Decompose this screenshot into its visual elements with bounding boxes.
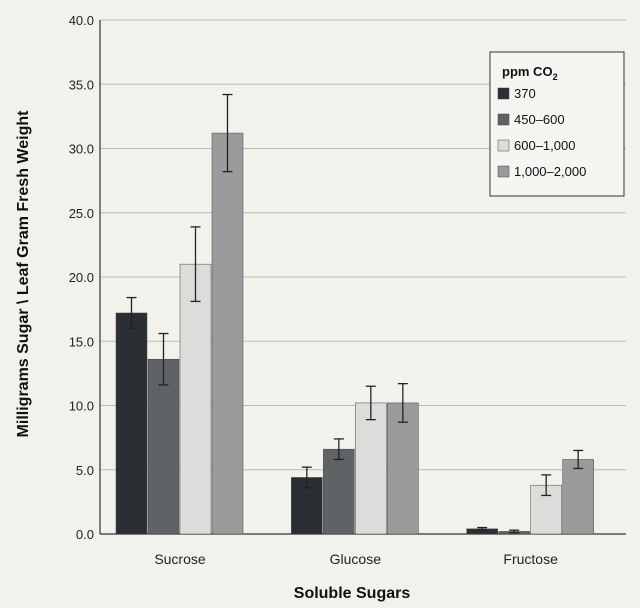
legend-item-label: 600–1,000 xyxy=(514,138,575,153)
y-tick-label: 40.0 xyxy=(69,13,94,28)
y-tick-label: 0.0 xyxy=(76,527,94,542)
legend-swatch xyxy=(497,139,510,152)
bar xyxy=(562,459,594,535)
x-category-labels: Sucrose Glucose Fructose xyxy=(154,551,558,567)
bar xyxy=(115,312,148,535)
error-bars xyxy=(126,93,584,534)
y-tick-label: 20.0 xyxy=(69,270,94,285)
y-tick-label: 10.0 xyxy=(69,399,94,414)
legend-items: 370 450–600 600–1,000 1,000–2,000 xyxy=(497,86,586,179)
y-tick-labels: 0.0 5.0 10.0 15.0 20.0 25.0 30.0 35.0 40.0 xyxy=(69,13,94,542)
bar xyxy=(387,402,419,535)
y-tick-label: 15.0 xyxy=(69,334,94,349)
legend-item-label: 370 xyxy=(514,86,536,101)
legend-item-label: 450–600 xyxy=(514,112,565,127)
x-category-label: Sucrose xyxy=(154,551,206,567)
bars xyxy=(115,132,594,535)
x-category-label: Glucose xyxy=(330,551,382,567)
legend: ppm CO2 370 450–600 600–1,000 1,000–2,000 xyxy=(489,51,625,197)
legend-item-label: 1,000–2,000 xyxy=(514,164,586,179)
x-axis-title: Soluble Sugars xyxy=(294,585,411,602)
bar xyxy=(355,402,387,535)
legend-swatch xyxy=(497,87,510,100)
bar xyxy=(179,263,212,535)
legend-swatch xyxy=(497,165,510,178)
legend-swatch xyxy=(497,113,510,126)
y-tick-label: 30.0 xyxy=(69,142,94,157)
bar xyxy=(211,132,244,535)
y-tick-label: 25.0 xyxy=(69,206,94,221)
y-tick-label: 5.0 xyxy=(76,463,94,478)
legend-title: ppm CO2 xyxy=(502,64,558,82)
y-tick-label: 35.0 xyxy=(69,77,94,92)
legend-box xyxy=(489,51,625,197)
bar xyxy=(147,358,180,535)
y-axis-title: Milligrams Sugar \ Leaf Gram Fresh Weigh… xyxy=(15,110,32,438)
x-category-label: Fructose xyxy=(503,551,558,567)
bar xyxy=(323,448,355,535)
